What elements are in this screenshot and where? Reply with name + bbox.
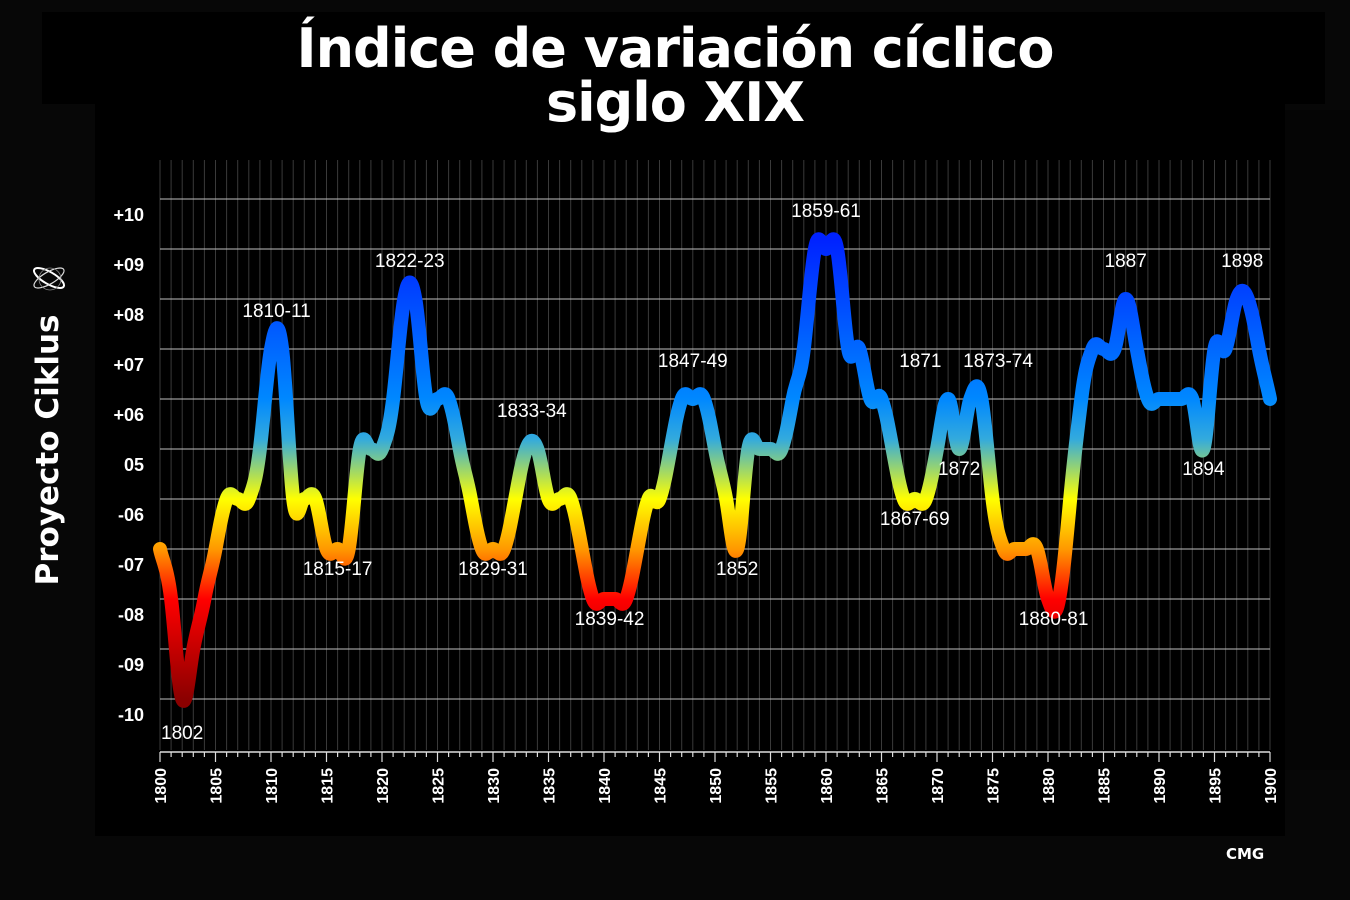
annotation-label: 1873-74 bbox=[963, 351, 1033, 372]
annotation-label: 1833-34 bbox=[497, 401, 567, 422]
y-tick-label: -06 bbox=[118, 505, 144, 525]
y-tick-label: +09 bbox=[113, 255, 144, 275]
x-tick-label: 1835 bbox=[542, 768, 559, 804]
annotation-label: 1894 bbox=[1182, 459, 1225, 480]
annotation-label: 1872 bbox=[938, 459, 980, 480]
x-tick-label: 1875 bbox=[986, 768, 1003, 804]
right-panel bbox=[1285, 110, 1350, 770]
x-tick-label: 1800 bbox=[153, 768, 170, 804]
x-tick-label: 1840 bbox=[597, 768, 614, 804]
y-tick-label: 05 bbox=[124, 455, 144, 475]
annotation-label: 1859-61 bbox=[791, 201, 861, 222]
y-tick-label: -10 bbox=[118, 705, 144, 725]
y-tick-label: +08 bbox=[113, 305, 144, 325]
y-tick-label: +07 bbox=[113, 355, 144, 375]
annotation-label: 1810-11 bbox=[242, 301, 310, 322]
annotation-label: 1829-31 bbox=[458, 559, 528, 580]
annotation-label: 1852 bbox=[716, 559, 758, 580]
annotation-label: 1822-23 bbox=[375, 251, 445, 272]
annotation-label: 1880-81 bbox=[1019, 609, 1089, 630]
annotation-label: 1871 bbox=[899, 351, 941, 372]
annotation-label: 1839-42 bbox=[575, 609, 645, 630]
x-tick-label: 1870 bbox=[930, 768, 947, 804]
x-tick-label: 1820 bbox=[375, 768, 392, 804]
title-line-2: siglo XIX bbox=[545, 71, 805, 134]
annotation-label: 1847-49 bbox=[658, 351, 728, 372]
x-tick-label: 1855 bbox=[764, 768, 781, 804]
x-tick-label: 1845 bbox=[653, 768, 670, 804]
x-tick-label: 1890 bbox=[1152, 768, 1169, 804]
annotations: 1802 1810-11 1815-17 1822-23 1829-31 1833-34 1… bbox=[161, 201, 1263, 744]
y-tick-label: +10 bbox=[113, 205, 144, 225]
x-tick-label: 1885 bbox=[1097, 768, 1114, 804]
orbit-atom-logo-icon bbox=[32, 267, 66, 291]
title-line-1: Índice de variación cíclico bbox=[296, 17, 1055, 80]
x-tick-label: 1895 bbox=[1208, 768, 1225, 804]
annotation-label: 1887 bbox=[1105, 251, 1147, 272]
y-tick-label: -07 bbox=[118, 555, 144, 575]
title-panel bbox=[42, 12, 1325, 104]
x-tick-label: 1805 bbox=[209, 768, 226, 804]
annotation-label: 1802 bbox=[161, 723, 203, 744]
x-tick-label: 1815 bbox=[320, 768, 337, 804]
annotation-label: 1867-69 bbox=[880, 509, 950, 530]
y-tick-label: -08 bbox=[118, 605, 144, 625]
x-axis: 1800 1805 1810 1815 1820 1825 1830 1835 1840 1845… bbox=[153, 751, 1280, 804]
chart-title: Índice de variación cíclico siglo XIX bbox=[0, 22, 1350, 130]
credit-label: CMG bbox=[1226, 845, 1265, 863]
x-tick-label: 1810 bbox=[264, 768, 281, 804]
x-tick-label: 1850 bbox=[708, 768, 725, 804]
x-tick-label: 1900 bbox=[1263, 768, 1280, 804]
annotation-label: 1815-17 bbox=[303, 559, 373, 580]
y-axis: +10 +09 +08 +07 +06 05 -06 -07 -08 -09 -10 bbox=[113, 205, 144, 725]
y-tick-label: -09 bbox=[118, 655, 144, 675]
x-tick-label: 1860 bbox=[819, 768, 836, 804]
x-tick-label: 1825 bbox=[431, 768, 448, 804]
series-line bbox=[153, 232, 1277, 708]
x-tick-label: 1880 bbox=[1041, 768, 1058, 804]
x-tick-label: 1865 bbox=[875, 768, 892, 804]
annotation-label: 1898 bbox=[1221, 251, 1263, 272]
x-tick-label: 1830 bbox=[486, 768, 503, 804]
y-tick-label: +06 bbox=[113, 405, 144, 425]
